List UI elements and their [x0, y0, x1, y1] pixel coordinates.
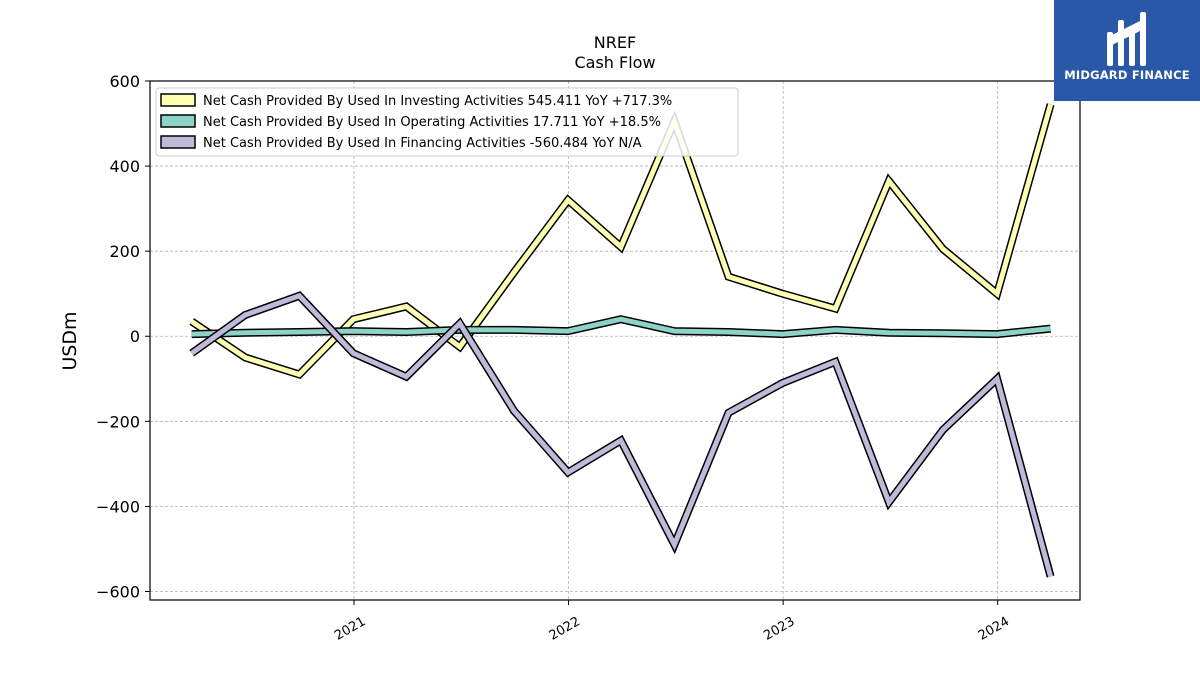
legend-swatch-operating	[160, 114, 196, 128]
grid-lines	[150, 80, 1080, 600]
legend-swatch-financing	[160, 135, 196, 149]
series-lines	[189, 103, 1055, 578]
y-tick-label: −200	[96, 412, 140, 431]
y-axis-label: USDm	[59, 311, 81, 370]
chart-subtitle: Cash Flow	[574, 53, 655, 72]
y-tick-label: 0	[130, 327, 140, 346]
x-tick-label: 2023	[761, 614, 797, 644]
y-tick-label: 600	[109, 72, 140, 91]
brand-mark-icon	[1107, 12, 1146, 66]
legend-swatch-investing	[160, 93, 196, 107]
legend-label-financing: Net Cash Provided By Used In Financing A…	[203, 136, 642, 151]
legend-box	[155, 87, 739, 157]
series-outline-financing	[189, 291, 1055, 578]
brand-name: MIDGARD FINANCE	[1064, 68, 1190, 82]
axes: 600 400 200 0 −200 −400 −600 2021 2022 2023 2024	[96, 72, 1012, 644]
y-tick-label: 400	[109, 157, 140, 176]
chart-title: NREF	[594, 33, 636, 52]
series-line-financing	[190, 292, 1054, 578]
brand-logo: MIDGARD FINANCE	[1054, 0, 1200, 101]
plot-frame	[149, 80, 1081, 601]
x-tick-label: 2021	[332, 614, 368, 644]
y-tick-label: −400	[96, 497, 140, 516]
x-tick-label: 2022	[547, 614, 583, 644]
x-tick-label: 2024	[976, 614, 1012, 644]
legend: Net Cash Provided By Used In Investing A…	[155, 87, 739, 157]
y-tick-label: −600	[96, 582, 140, 601]
y-tick-label: 200	[109, 242, 140, 261]
legend-label-investing: Net Cash Provided By Used In Investing A…	[203, 94, 672, 109]
legend-label-operating: Net Cash Provided By Used In Operating A…	[203, 115, 661, 130]
